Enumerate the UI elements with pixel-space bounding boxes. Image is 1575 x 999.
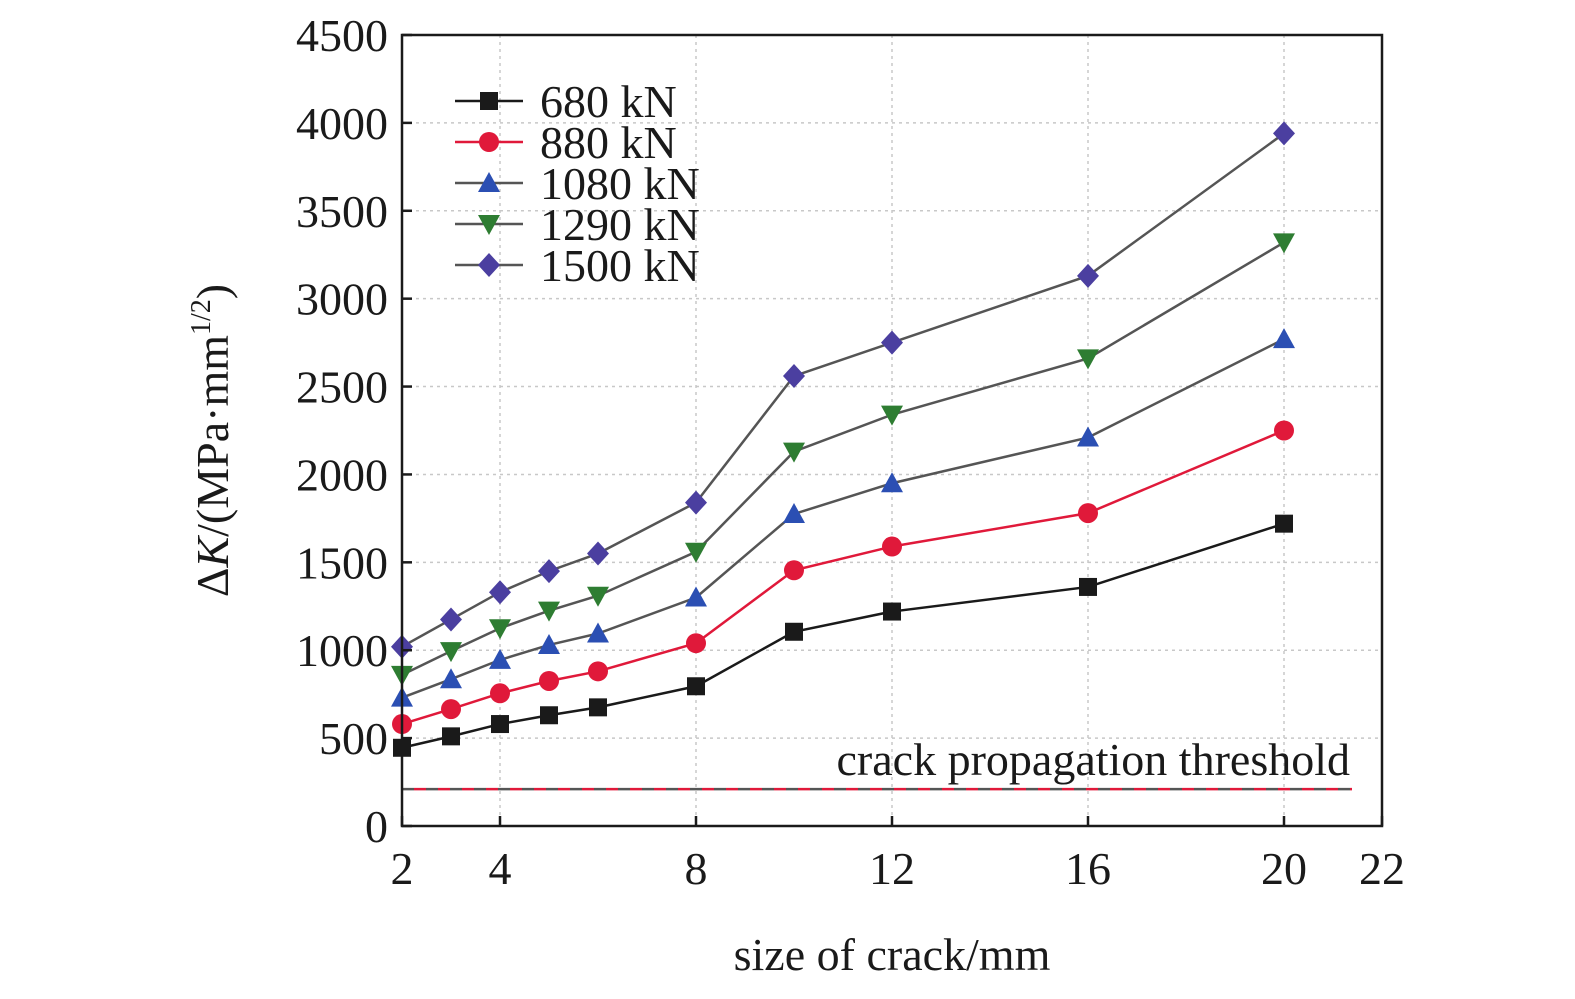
y-axis-title-prefix: Δ [187,568,238,598]
y-axis-title: ΔK/(MPa·mm1/2) [186,284,238,597]
data-point [1275,514,1293,533]
data-point [783,502,805,523]
data-point [1274,420,1294,441]
series-4 [391,121,1295,659]
data-point [589,698,607,717]
data-point [441,699,461,720]
legend-marker [478,215,500,235]
data-point [1077,349,1099,370]
data-point [883,602,901,621]
series-line-0 [401,522,1285,749]
data-point [587,586,609,607]
series-line-4 [401,132,1285,648]
x-tick-label: 2 [391,843,414,894]
x-tick-label: 20 [1261,843,1307,894]
y-tick-label: 1000 [296,625,388,676]
y-axis-title-exponent: 1/2 [186,299,217,335]
x-tick-label: 12 [869,843,915,894]
data-point [489,648,511,669]
data-point [785,622,803,641]
data-point [881,405,903,426]
x-tick-label: 4 [489,843,512,894]
y-axis-title-variable: K [187,535,238,569]
legend-label: 1290 kN [540,199,700,250]
data-point [1077,426,1099,447]
series-line-1 [401,429,1285,726]
data-point [490,683,510,704]
data-point [687,677,705,696]
data-point [686,633,706,654]
data-point [1273,233,1295,254]
x-tick-label: 16 [1065,843,1111,894]
data-point [1273,121,1295,146]
data-point [881,472,903,493]
data-point [882,536,902,557]
legend-marker [479,132,499,152]
legend-label: 1500 kN [540,240,700,291]
data-point [440,607,462,632]
data-point [685,490,707,515]
data-point [685,542,707,563]
data-point [784,560,804,581]
data-point [881,330,903,355]
legend-item-0: 680 kN [455,76,677,127]
legend-marker [480,92,498,110]
data-point [783,364,805,389]
data-point [539,670,559,691]
y-tick-label: 3500 [296,186,388,237]
y-tick-label: 4500 [296,10,388,61]
series-0 [393,514,1293,757]
x-tick-label: 8 [685,843,708,894]
data-point [587,622,609,643]
y-tick-label: 500 [319,713,388,764]
x-tick-label: 22 [1359,843,1405,894]
data-point [489,619,511,640]
y-axis-title-unit: /(MPa·mm [187,335,238,537]
legend-item-1: 880 kN [455,117,677,168]
data-point [587,541,609,566]
data-point [489,580,511,605]
series-layer [391,121,1295,757]
threshold-label: crack propagation threshold [837,734,1350,785]
legend-label: 1080 kN [540,158,700,209]
ticks: 2 4 8 12 16 20 22 0 500 1000 1500 2000 2500 3000 3500 4… [296,10,1405,894]
data-point [442,727,460,746]
legend-label: 680 kN [540,76,677,127]
data-point [440,668,462,689]
data-point [1078,503,1098,524]
data-point [540,706,558,725]
data-point [538,559,560,584]
y-tick-label: 2000 [296,449,388,500]
y-tick-label: 4000 [296,98,388,149]
y-tick-label: 3000 [296,274,388,325]
legend-item-4: 1500 kN [455,240,700,291]
data-point [440,642,462,663]
x-axis-title: size of crack/mm [734,929,1051,980]
series-1 [392,420,1294,735]
data-point [1077,263,1099,288]
legend-marker [478,253,500,277]
series-3 [391,233,1295,686]
data-point [1273,328,1295,349]
legend-item-3: 1290 kN [455,199,700,250]
legend-item-2: 1080 kN [455,158,700,209]
series-line-3 [401,241,1285,676]
series-line-2 [401,337,1285,699]
y-axis-title-suffix: ) [187,284,238,299]
y-tick-label: 2500 [296,362,388,413]
data-point [538,601,560,622]
y-tick-label: 1500 [296,537,388,588]
legend-marker [478,172,500,192]
data-point [588,661,608,682]
data-point [783,442,805,463]
data-point [491,715,509,734]
data-point [685,586,707,607]
legend-label: 880 kN [540,117,677,168]
y-tick-label: 0 [365,801,388,852]
data-point [1079,577,1097,596]
data-point [538,633,560,654]
